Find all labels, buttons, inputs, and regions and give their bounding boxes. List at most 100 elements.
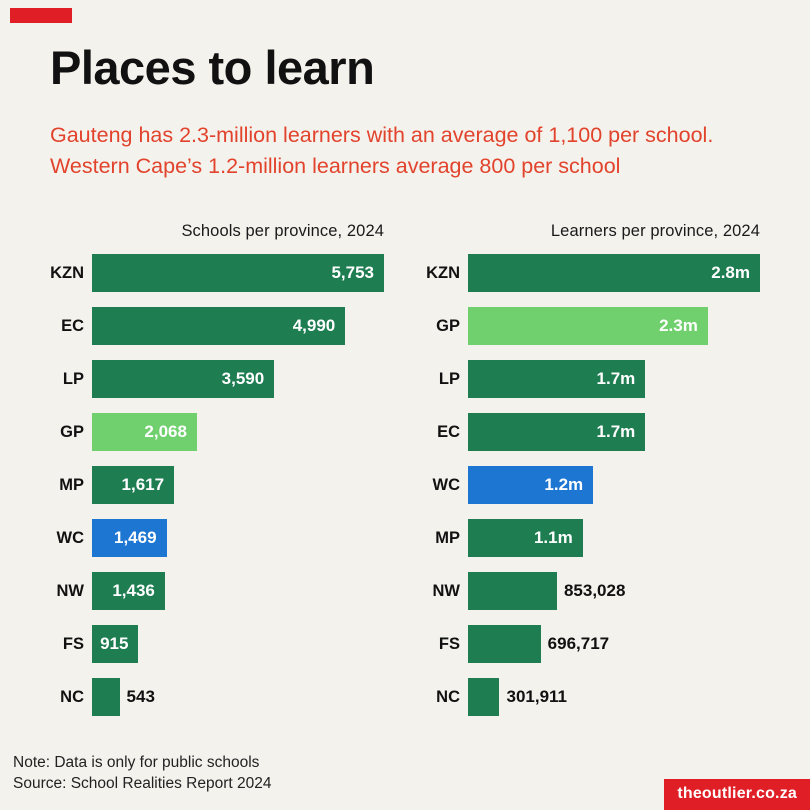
bar-track: 2.8m [468,254,760,292]
category-label: WC [56,528,85,547]
bar-track: 696,717 [468,625,760,663]
bar-row: NC 543 [50,678,384,716]
bar [468,572,557,610]
bar-row: FS 696,717 [426,625,760,663]
category-label: FS [438,634,460,653]
value-label: 915 [100,634,129,653]
bar-track: 1.7m [468,360,760,398]
bar-track: 543 [92,678,384,716]
charts-container: Schools per province, 2024 KZN 5,753 EC 4,9… [50,222,760,731]
bar: 1,436 [92,572,165,610]
bar-track: 1,617 [92,466,384,504]
bar-track: 1.1m [468,519,760,557]
footer-notes: Note: Data is only for public schools So… [13,753,271,795]
bar-track: 1,469 [92,519,384,557]
subtitle: Gauteng has 2.3-million learners with an… [50,123,714,179]
bar: 1.1m [468,519,583,557]
bar-row: LP 3,590 [50,360,384,398]
bar [92,678,120,716]
bar-track: 1.2m [468,466,760,504]
value-label: 1,436 [112,581,155,600]
bar-track: 4,990 [92,307,384,345]
bar-track: 853,028 [468,572,760,610]
chart-rows: KZN 5,753 EC 4,990 LP 3,590 GP 2,068 MP 1,617 WC 1,… [50,254,384,716]
bar: 1.2m [468,466,594,504]
category-label: EC [437,422,460,441]
bar-row: EC 1.7m [426,413,760,451]
category-label: NW [432,581,461,600]
bar-track: 5,753 [92,254,384,292]
value-label: 1,469 [114,528,157,547]
bar [468,625,541,663]
category-label: NC [436,687,460,706]
category-label: EC [61,316,84,335]
bar-row: KZN 5,753 [50,254,384,292]
value-label: 2.3m [659,316,698,335]
value-label: 1.2m [544,475,584,494]
bar-track: 915 [92,625,384,663]
value-label: 1,617 [121,475,165,494]
category-label: FS [62,634,84,653]
category-label: WC [432,475,461,494]
bar: 2.3m [468,307,708,345]
brand-badge[interactable]: theoutlier.co.za [664,779,810,810]
value-label: 853,028 [563,581,626,600]
bar: 1,469 [92,519,167,557]
note-text: Note: Data is only for public schools [13,754,260,772]
bar-row: NW 853,028 [426,572,760,610]
category-label: MP [59,475,84,494]
value-label: 696,717 [547,634,610,653]
bar-track: 2.3m [468,307,760,345]
value-label: 1.7m [596,422,636,441]
bar-track: 3,590 [92,360,384,398]
chart-schools-per-province: Schools per province, 2024 KZN 5,753 EC 4,9… [50,222,384,731]
chart-learners-per-province: Learners per province, 2024 KZN 2.8m GP 2.3… [426,222,760,731]
category-label: KZN [50,263,84,282]
bar-row: MP 1.1m [426,519,760,557]
chart-rows: KZN 2.8m GP 2.3m LP 1.7m EC 1.7m WC 1.2m MP 1.1m NW 8… [426,254,760,716]
category-label: KZN [426,263,460,282]
bar: 2,068 [92,413,197,451]
bar-row: LP 1.7m [426,360,760,398]
bar-row: WC 1,469 [50,519,384,557]
bar: 915 [92,625,139,663]
value-label: 1.7m [596,369,636,388]
bar-row: NC 301,911 [426,678,760,716]
category-label: LP [438,369,460,388]
bar-track: 2,068 [92,413,384,451]
bar: 4,990 [92,307,346,345]
category-label: GP [436,316,460,335]
value-label: 2.8m [711,263,750,282]
value-label: 543 [126,687,155,706]
bar-row: FS 915 [50,625,384,663]
category-label: MP [435,528,460,547]
bar: 5,753 [92,254,384,292]
page-title: Places to learn [50,41,375,94]
bar: 3,590 [92,360,275,398]
bar-track: 301,911 [468,678,760,716]
bar-track: 1,436 [92,572,384,610]
bar-track: 1.7m [468,413,760,451]
bar-row: EC 4,990 [50,307,384,345]
value-label: 2,068 [144,422,187,441]
bar-row: GP 2,068 [50,413,384,451]
source-text: Source: School Realities Report 2024 [13,775,272,793]
value-label: 4,990 [292,316,336,335]
value-label: 1.1m [533,528,573,547]
value-label: 3,590 [221,369,265,388]
bar: 1,617 [92,466,175,504]
category-label: NW [56,581,85,600]
category-label: GP [60,422,84,441]
bar-row: GP 2.3m [426,307,760,345]
bar-row: KZN 2.8m [426,254,760,292]
bar-row: NW 1,436 [50,572,384,610]
bar: 2.8m [468,254,760,292]
bar-row: MP 1,617 [50,466,384,504]
value-label: 301,911 [506,687,567,706]
bar: 1.7m [468,413,646,451]
chart-title: Learners per province, 2024 [550,222,760,240]
category-label: LP [62,369,84,388]
accent-bar [10,8,72,23]
category-label: NC [60,687,84,706]
